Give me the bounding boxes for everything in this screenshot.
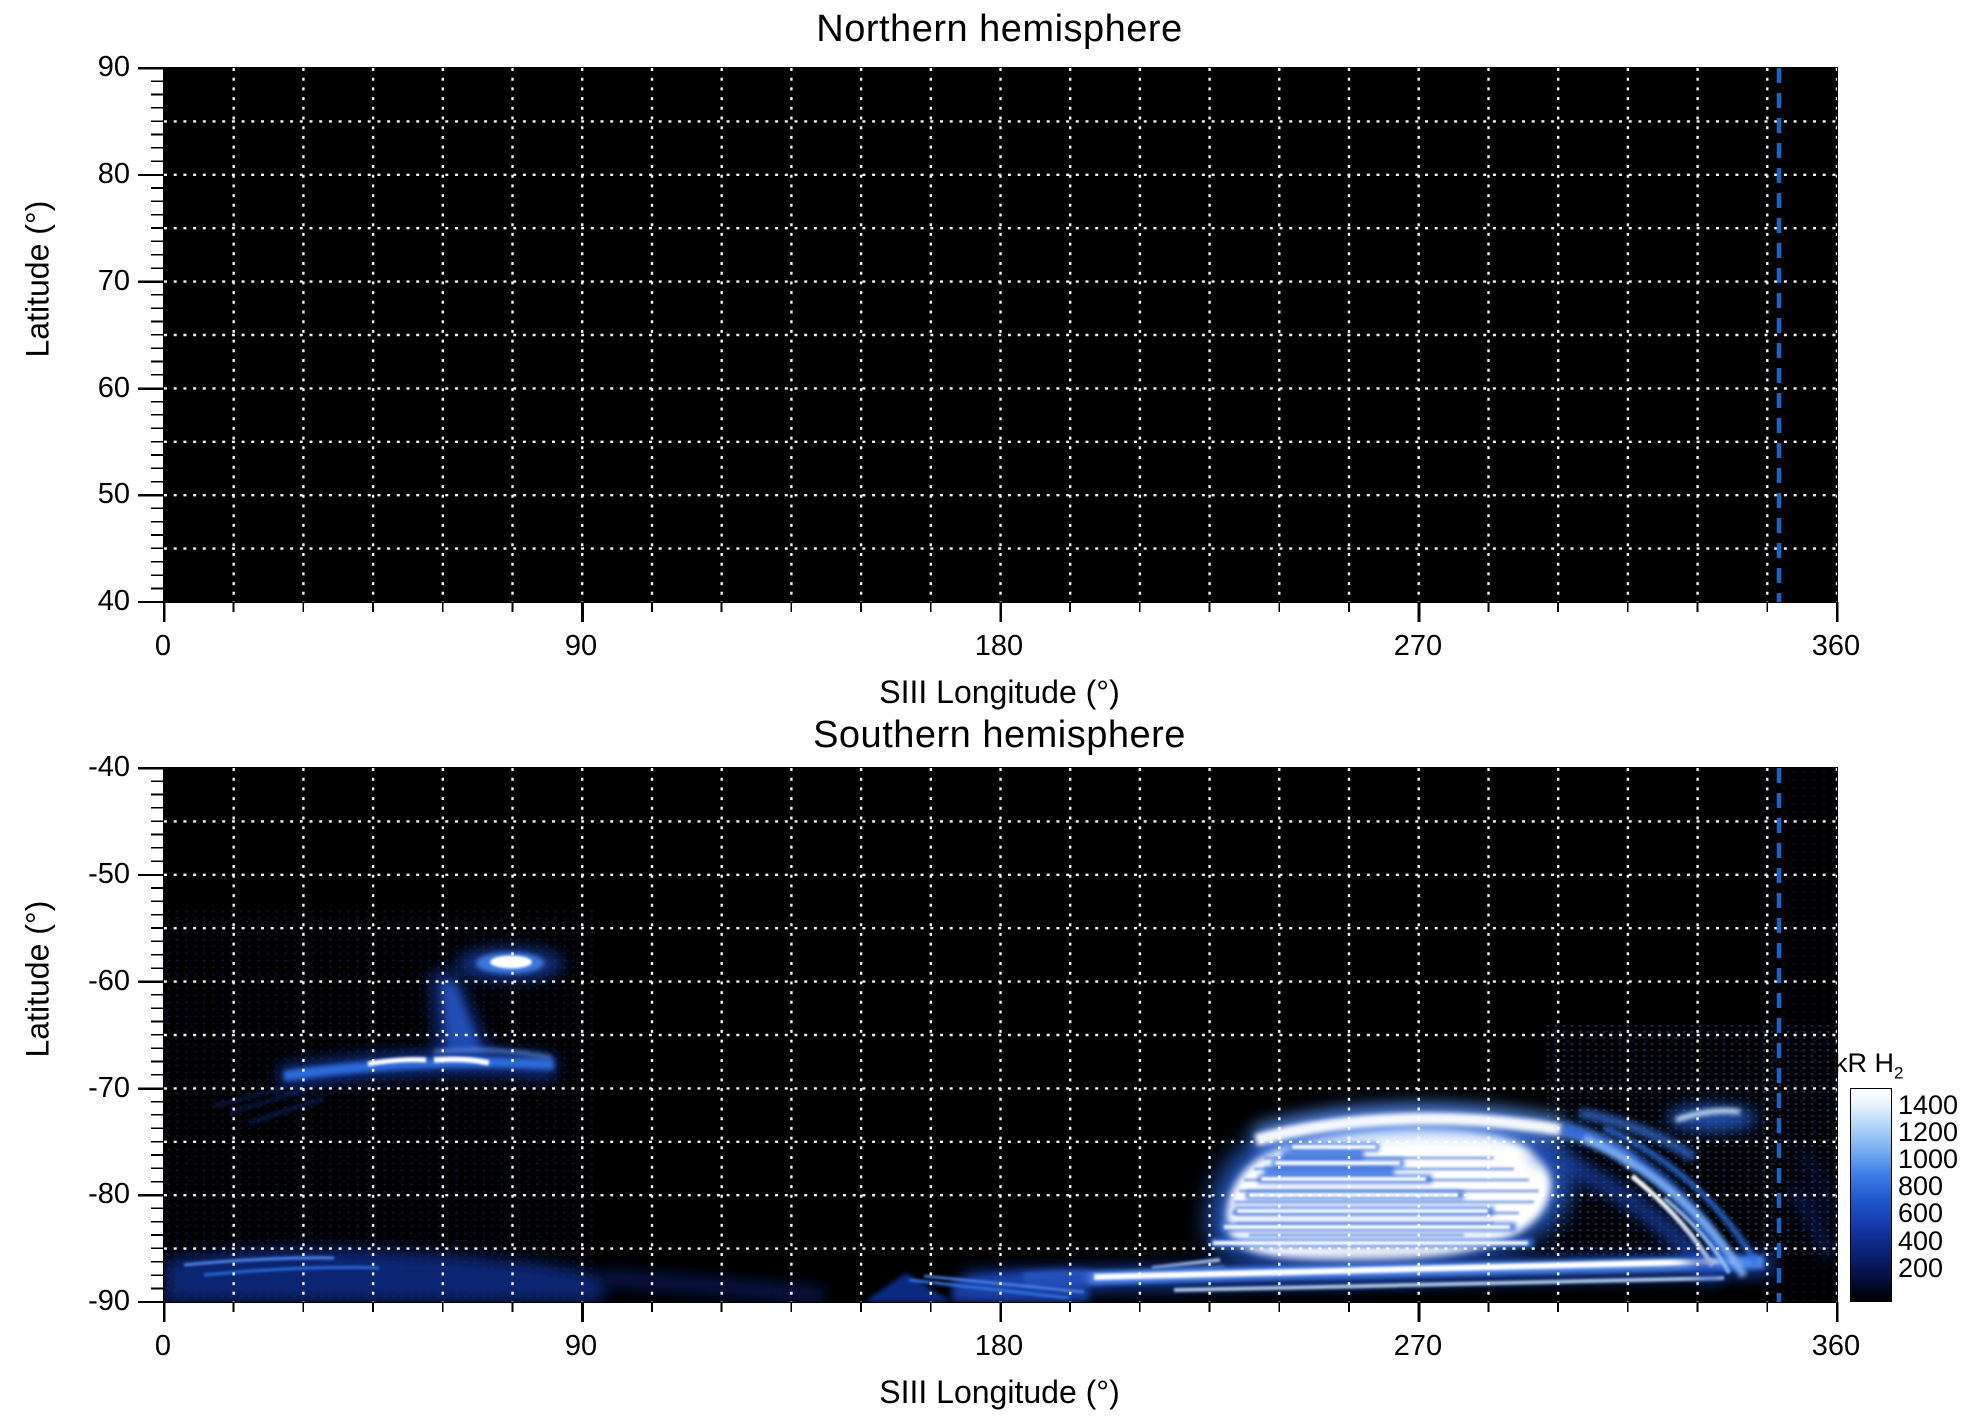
south-xtick-90: 90 [564,1330,598,1362]
south-x-minor-ticks [163,1302,1838,1312]
north-xtick-0: 0 [154,630,172,662]
south-xlabel: SIII Longitude (°) [879,1374,1120,1410]
colorbar-gradient [1850,1088,1892,1302]
north-xtick-270: 270 [1393,630,1443,662]
north-ytick-80: 80 [97,158,130,190]
colorbar-tick-1200: 1200 [1898,1117,1959,1147]
south-xtick-0: 0 [154,1330,172,1362]
south-xtick-180: 180 [974,1330,1024,1362]
north-title: Northern hemisphere [816,8,1183,50]
south-ytick--70: -70 [88,1072,130,1104]
south-ytick--50: -50 [88,858,130,890]
south-ytick--40: -40 [88,751,130,783]
north-ytick-60: 60 [97,372,130,404]
north-cml-dashed-line [1776,68,1782,602]
north-ytick-50: 50 [97,478,130,510]
north-y-minor-ticks [151,67,163,602]
south-title: Southern hemisphere [813,714,1186,756]
north-ytick-40: 40 [97,585,130,617]
colorbar-tick-200: 200 [1898,1253,1944,1283]
south-ylabel: Latitude (°) [19,900,56,1058]
colorbar-title-subscript: 2 [1894,1063,1904,1083]
north-ylabel: Latitude (°) [19,200,56,358]
north-xtick-360: 360 [1811,630,1861,662]
south-y-minor-ticks [151,767,163,1302]
north-xtick-90: 90 [564,630,598,662]
colorbar-tick-1400: 1400 [1898,1090,1959,1120]
colorbar-tick-1000: 1000 [1898,1144,1959,1174]
north-xtick-180: 180 [974,630,1024,662]
south-plot-area [163,767,1838,1303]
south-ytick--60: -60 [88,965,130,997]
colorbar-tick-600: 600 [1898,1198,1944,1228]
south-ytick--90: -90 [88,1285,130,1317]
colorbar-tick-800: 800 [1898,1171,1944,1201]
north-gridlines [164,68,1837,602]
north-ytick-70: 70 [97,265,130,297]
colorbar-tick-400: 400 [1898,1226,1944,1256]
south-cml-dashed-line [1776,768,1782,1302]
south-ytick--80: -80 [88,1178,130,1210]
north-x-minor-ticks [163,602,1838,612]
south-gridlines [164,768,1837,1302]
south-xtick-360: 360 [1811,1330,1861,1362]
colorbar-title: kR H2 [1834,1048,1904,1083]
south-xtick-270: 270 [1393,1330,1443,1362]
north-xlabel: SIII Longitude (°) [879,674,1120,710]
north-ytick-90: 90 [97,51,130,83]
north-plot-area [163,67,1838,603]
